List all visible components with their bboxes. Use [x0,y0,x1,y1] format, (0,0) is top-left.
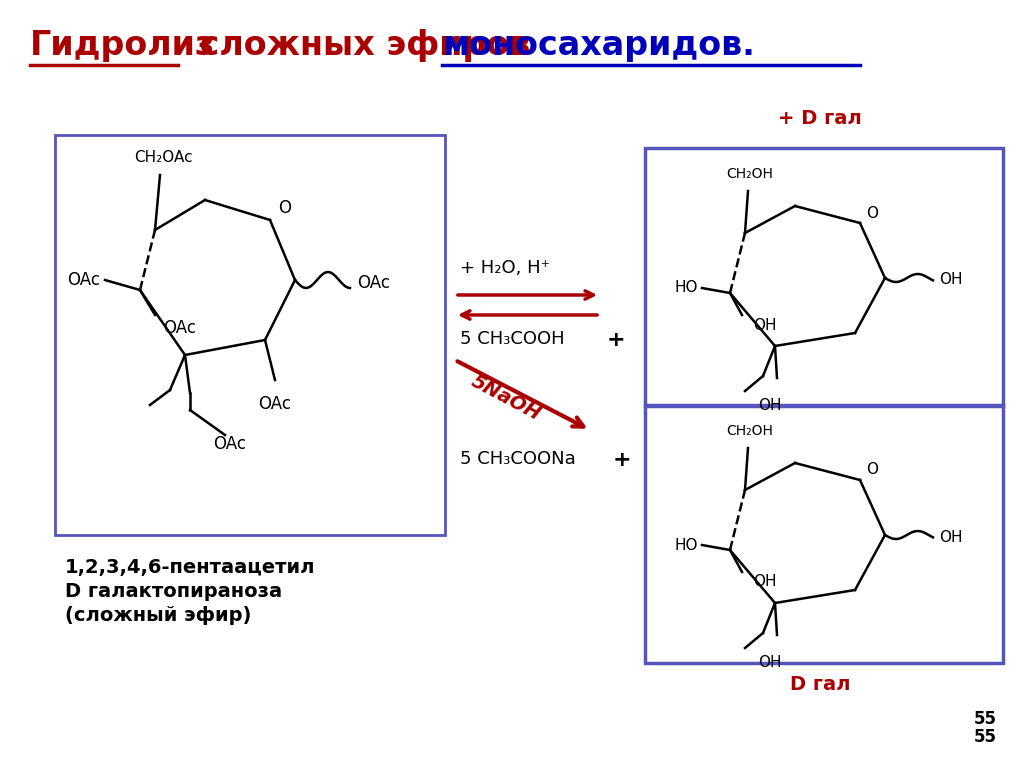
Bar [645,405,1002,663]
Text: +: + [607,330,626,350]
Text: CH₂OAc: CH₂OAc [134,150,193,165]
Text: D гал: D гал [790,675,850,694]
Text: + H₂O, H⁺: + H₂O, H⁺ [460,259,550,277]
Text: + D гал: + D гал [778,109,862,128]
Text: 5NaOH: 5NaOH [468,372,544,424]
Text: 55: 55 [974,710,996,728]
Text: (сложный эфир): (сложный эфир) [65,606,251,625]
Text: OAc: OAc [213,435,247,453]
Text: 5 CH₃COONa: 5 CH₃COONa [460,450,575,468]
Text: CH₂OH: CH₂OH [727,424,773,438]
Text: Гидролиз: Гидролиз [30,29,215,62]
Text: CH₂OH: CH₂OH [727,167,773,181]
Text: OAc: OAc [164,319,197,337]
Text: O: O [278,199,291,217]
Text: O: O [866,206,878,220]
Bar [645,148,1002,406]
Text: O: O [866,462,878,478]
Text: OH: OH [939,273,963,287]
Text: OAc: OAc [258,395,292,413]
Text: D галактопираноза: D галактопираноза [65,582,283,601]
Text: OH: OH [758,655,781,670]
Text: 5 CH₃COOH: 5 CH₃COOH [460,330,564,348]
Bar [55,135,445,535]
Text: 55: 55 [974,728,996,746]
Text: HO: HO [675,280,698,296]
Text: OH: OH [754,317,777,333]
Text: +: + [613,450,632,470]
Text: моносахаридов.: моносахаридов. [442,29,755,62]
Text: HO: HO [675,538,698,552]
Text: OH: OH [754,574,777,590]
Text: OAc: OAc [357,274,390,292]
Text: 1,2,3,4,6-пентаацетил: 1,2,3,4,6-пентаацетил [65,558,315,577]
Text: OH: OH [758,398,781,413]
Text: OAc: OAc [67,271,100,289]
Text: сложных эфиров: сложных эфиров [188,29,542,62]
Text: OH: OH [939,529,963,545]
